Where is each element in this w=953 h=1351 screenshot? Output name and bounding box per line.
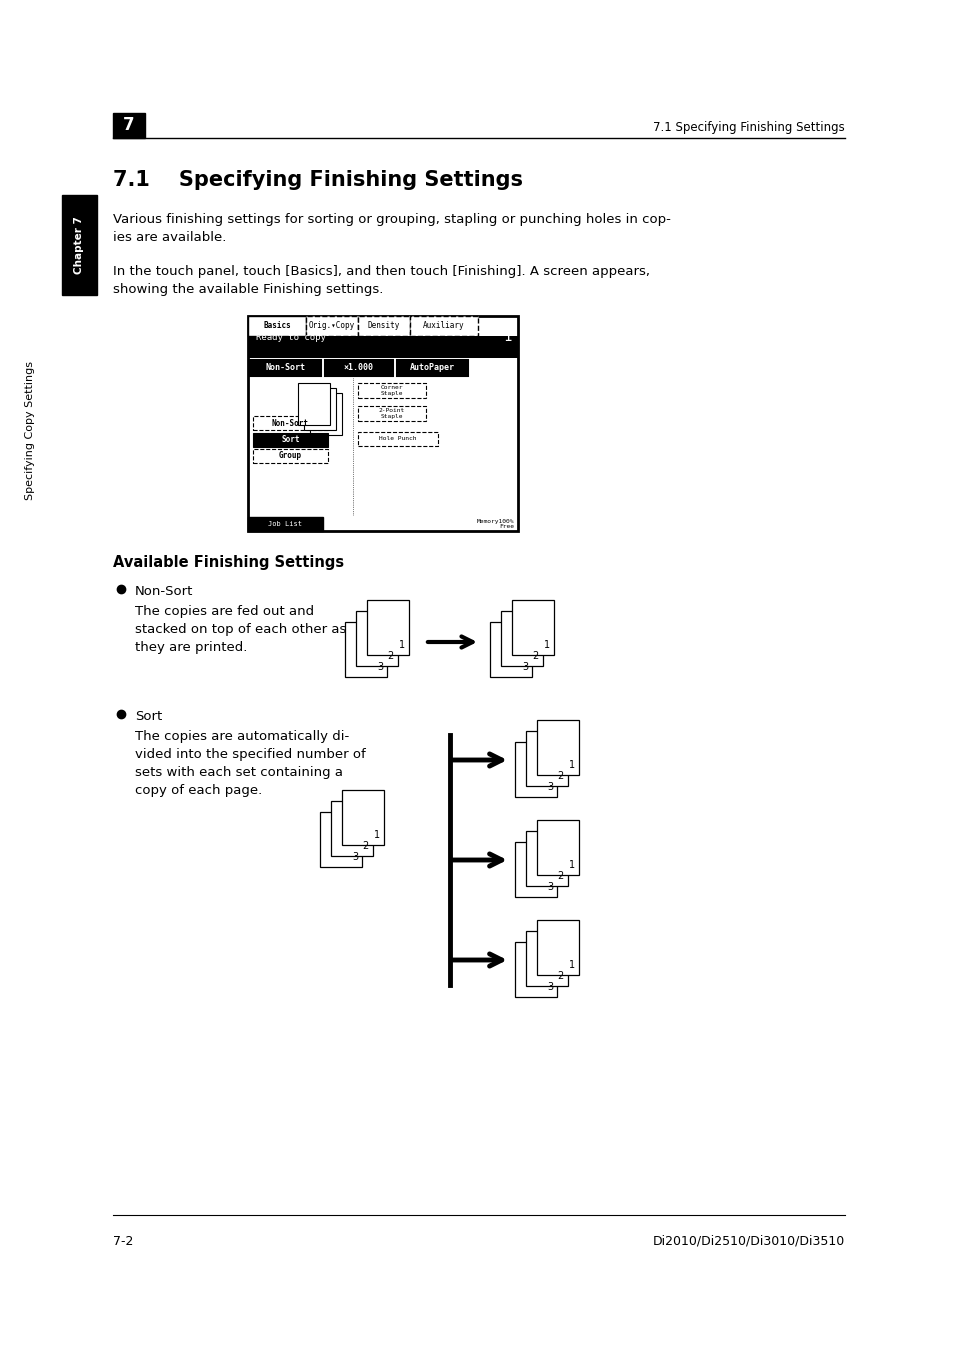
Bar [355,611,397,666]
Bar [325,359,393,376]
Text: 3: 3 [546,882,553,892]
Text: The copies are fed out and
stacked on top of each other as
they are printed.: The copies are fed out and stacked on to… [135,605,346,654]
Bar [537,820,578,875]
Text: 7.1 Specifying Finishing Settings: 7.1 Specifying Finishing Settings [653,120,844,134]
Text: AutoPaper: AutoPaper [410,363,455,373]
Text: Sort: Sort [281,435,299,444]
Text: In the touch panel, touch [Basics], and then touch [Finishing]. A screen appears: In the touch panel, touch [Basics], and … [112,265,649,296]
Bar [253,449,328,463]
Bar [525,931,567,986]
Text: 2-Point
Staple: 2-Point Staple [378,408,405,419]
Text: Basics: Basics [263,322,291,331]
Bar [306,316,357,336]
Text: Corner
Staple: Corner Staple [380,385,403,396]
Text: 1: 1 [503,330,512,345]
Text: 2: 2 [558,971,563,981]
Bar [525,731,567,786]
Text: 2: 2 [387,651,394,661]
Bar [297,382,330,426]
Text: 7-2: 7-2 [112,1235,133,1248]
Text: 3: 3 [546,982,553,992]
Bar [537,720,578,775]
Bar [515,942,557,997]
Text: 3: 3 [352,852,357,862]
Bar [525,831,567,886]
Bar [310,393,341,435]
Text: The copies are automatically di-
vided into the specified number of
sets with ea: The copies are automatically di- vided i… [135,730,365,797]
Bar [341,790,384,844]
Text: 2: 2 [558,871,563,881]
Bar [367,600,409,655]
Text: 1: 1 [568,961,575,970]
Text: 1: 1 [568,761,575,770]
Text: Di2010/Di2510/Di3010/Di3510: Di2010/Di2510/Di3010/Di3510 [652,1235,844,1248]
Bar [537,920,578,975]
Text: 2: 2 [532,651,538,661]
Bar [357,432,437,446]
Bar [490,621,532,677]
Text: 3: 3 [521,662,527,671]
Text: 1: 1 [398,640,405,650]
Text: Group: Group [278,451,302,461]
Bar [250,359,320,376]
Text: Density: Density [368,322,399,331]
Bar [248,316,517,531]
Text: 1: 1 [543,640,550,650]
Bar [357,382,426,399]
Text: 1: 1 [374,830,379,840]
Bar [500,611,542,666]
Bar [410,316,477,336]
Text: Auxiliary: Auxiliary [423,322,464,331]
Text: Sort: Sort [135,711,162,723]
Bar [515,842,557,897]
Text: Hole Punch: Hole Punch [379,436,416,442]
Bar [331,801,373,857]
Text: 1: 1 [568,861,575,870]
Text: Non-Sort: Non-Sort [135,585,193,598]
Bar [396,359,468,376]
Bar [512,600,554,655]
Bar [253,416,328,430]
Bar [248,336,517,358]
Text: 3: 3 [376,662,382,671]
Text: 3: 3 [546,782,553,792]
Text: Orig.▾Copy: Orig.▾Copy [309,322,355,331]
Bar [248,517,323,531]
Bar [112,113,145,138]
Text: 7: 7 [123,116,134,134]
Bar [304,388,335,430]
Bar [345,621,387,677]
Text: Non-Sort: Non-Sort [265,363,305,373]
Text: Chapter 7: Chapter 7 [74,216,85,274]
Bar [248,316,306,336]
Text: 7.1    Specifying Finishing Settings: 7.1 Specifying Finishing Settings [112,170,522,190]
Text: 2: 2 [362,842,369,851]
Text: 2: 2 [558,771,563,781]
Text: Available Finishing Settings: Available Finishing Settings [112,555,344,570]
Bar [357,316,410,336]
Bar [357,407,426,422]
Bar [62,195,97,295]
Text: Non-Sort: Non-Sort [272,419,309,427]
Text: Ready to copy: Ready to copy [255,332,326,342]
Text: Job List: Job List [268,521,302,527]
Text: Various finishing settings for sorting or grouping, stapling or punching holes i: Various finishing settings for sorting o… [112,213,670,245]
Bar [253,434,328,447]
Text: ×1.000: ×1.000 [344,363,374,373]
Bar [515,742,557,797]
Bar [319,812,361,867]
Text: Specifying Copy Settings: Specifying Copy Settings [25,361,35,500]
Text: Memory100%
Free: Memory100% Free [476,519,514,530]
